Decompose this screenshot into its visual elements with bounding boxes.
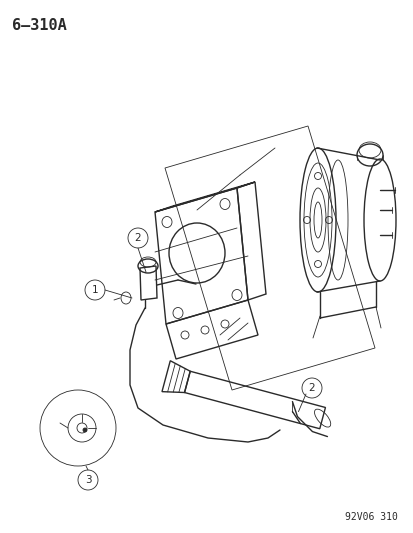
Text: 1: 1 xyxy=(91,285,98,295)
Circle shape xyxy=(83,428,87,432)
Text: 6–310A: 6–310A xyxy=(12,18,66,33)
Text: 3: 3 xyxy=(85,475,91,485)
Text: 2: 2 xyxy=(134,233,141,243)
Text: 92V06 310: 92V06 310 xyxy=(344,512,397,522)
Text: 2: 2 xyxy=(308,383,315,393)
